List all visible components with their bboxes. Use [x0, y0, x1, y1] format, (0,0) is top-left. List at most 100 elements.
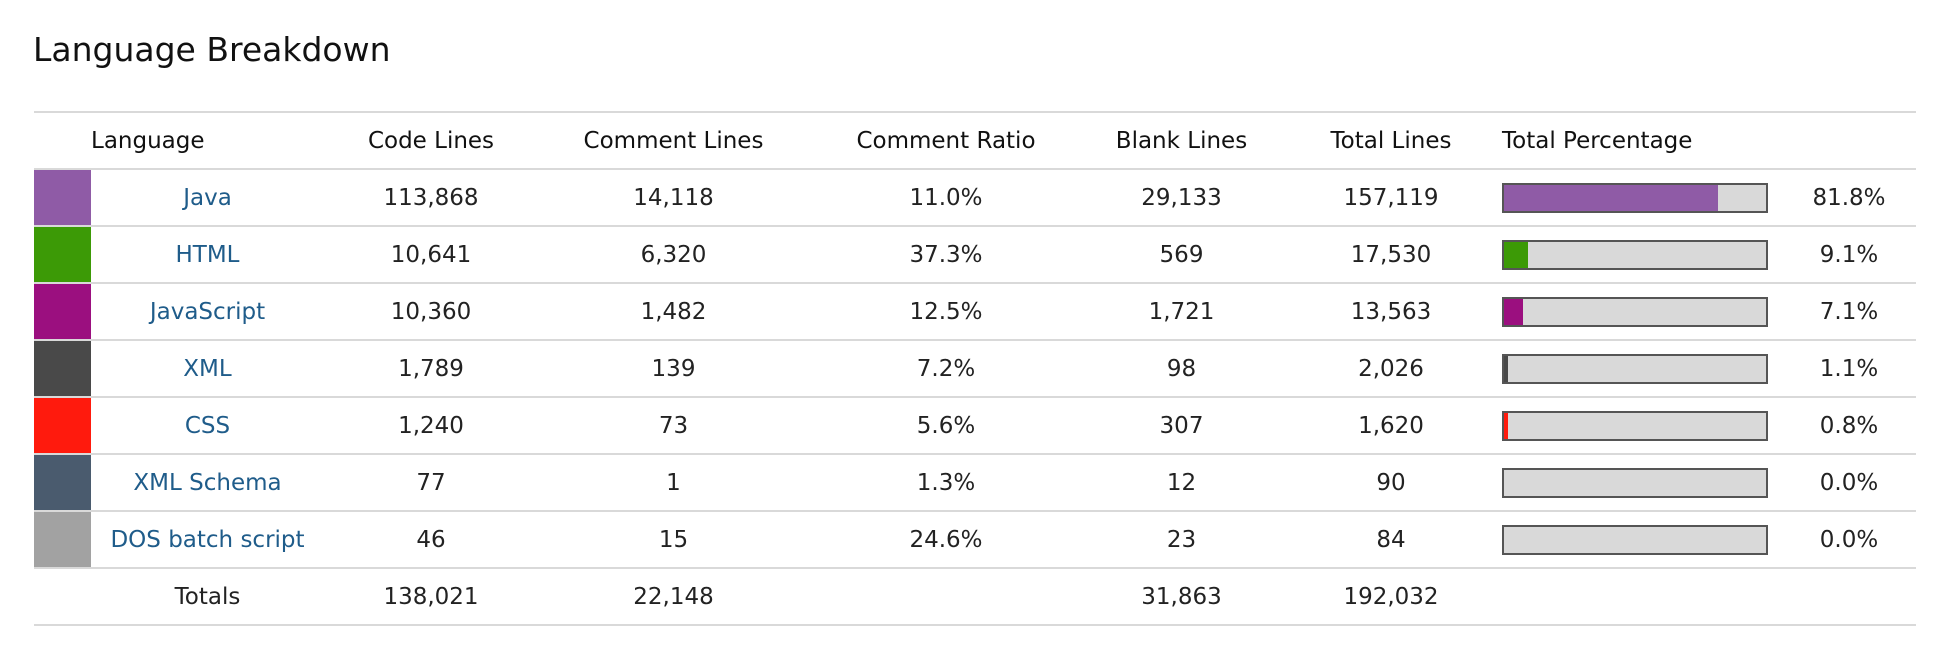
language-cell: XML [91, 340, 324, 398]
percentage-bar-cell [1502, 226, 1782, 284]
comment-lines-cell: 139 [538, 340, 809, 398]
header-code-lines: Code Lines [324, 111, 538, 170]
totals-bar-cell [1502, 568, 1782, 626]
code-lines-cell: 77 [324, 454, 538, 512]
total-lines-cell: 13,563 [1280, 283, 1502, 341]
total-lines-cell: 2,026 [1280, 340, 1502, 398]
header-blank-lines: Blank Lines [1083, 111, 1280, 170]
total-lines-cell: 84 [1280, 511, 1502, 569]
comment-ratio-cell: 11.0% [809, 169, 1083, 227]
blank-lines-cell: 98 [1083, 340, 1280, 398]
percentage-value: 0.8% [1782, 397, 1917, 455]
percentage-bar-cell [1502, 283, 1782, 341]
percentage-bar [1502, 239, 1768, 270]
language-link[interactable]: XML Schema [133, 469, 282, 496]
language-color-swatch [34, 511, 91, 569]
comment-lines-cell: 1 [538, 454, 809, 512]
percentage-value: 9.1% [1782, 226, 1917, 284]
color-swatch-block [34, 455, 91, 510]
language-link[interactable]: XML [183, 355, 232, 382]
language-color-swatch [34, 226, 91, 284]
header-total-percentage: Total Percentage [1502, 111, 1917, 170]
language-link[interactable]: Java [183, 184, 232, 211]
percentage-bar-fill [1504, 241, 1528, 268]
language-link[interactable]: JavaScript [149, 298, 266, 325]
percentage-bar-fill [1504, 298, 1523, 325]
percentage-bar-cell [1502, 340, 1782, 398]
comment-ratio-cell: 1.3% [809, 454, 1083, 512]
language-cell: JavaScript [91, 283, 324, 341]
percentage-value: 7.1% [1782, 283, 1917, 341]
table-row: DOS batch script 46 15 24.6% 23 84 0.0% [34, 511, 1917, 569]
percentage-bar [1502, 296, 1768, 327]
percentage-bar-cell [1502, 169, 1782, 227]
header-comment-ratio: Comment Ratio [809, 111, 1083, 170]
total-lines-cell: 157,119 [1280, 169, 1502, 227]
percentage-bar-fill [1504, 412, 1508, 439]
comment-lines-cell: 6,320 [538, 226, 809, 284]
color-swatch-block [34, 512, 91, 567]
totals-comment-lines: 22,148 [538, 568, 809, 626]
code-lines-cell: 46 [324, 511, 538, 569]
blank-lines-cell: 12 [1083, 454, 1280, 512]
header-language: Language [91, 111, 324, 170]
comment-ratio-cell: 37.3% [809, 226, 1083, 284]
table-header-row: Language Code Lines Comment Lines Commen… [34, 111, 1917, 170]
blank-lines-cell: 1,721 [1083, 283, 1280, 341]
language-link[interactable]: CSS [184, 412, 231, 439]
table-row: XML Schema 77 1 1.3% 12 90 0.0% [34, 454, 1917, 512]
totals-swatch-cell [34, 568, 91, 626]
header-total-lines: Total Lines [1280, 111, 1502, 170]
language-breakdown-table: Language Code Lines Comment Lines Commen… [34, 111, 1917, 626]
language-color-swatch [34, 169, 91, 227]
total-lines-cell: 17,530 [1280, 226, 1502, 284]
totals-pct-cell [1782, 568, 1917, 626]
totals-label: Totals [91, 568, 324, 626]
table-row: JavaScript 10,360 1,482 12.5% 1,721 13,563 7.1… [34, 283, 1917, 341]
language-color-swatch [34, 397, 91, 455]
code-lines-cell: 10,641 [324, 226, 538, 284]
percentage-bar [1502, 524, 1768, 555]
language-cell: Java [91, 169, 324, 227]
table-body: Java 113,868 14,118 11.0% 29,133 157,119 81.8%… [34, 169, 1917, 569]
table-row: Java 113,868 14,118 11.0% 29,133 157,119 81.8% [34, 169, 1917, 227]
percentage-bar [1502, 467, 1768, 498]
color-swatch-block [34, 227, 91, 282]
totals-blank-lines: 31,863 [1083, 568, 1280, 626]
comment-lines-cell: 14,118 [538, 169, 809, 227]
blank-lines-cell: 23 [1083, 511, 1280, 569]
percentage-value: 81.8% [1782, 169, 1917, 227]
comment-ratio-cell: 12.5% [809, 283, 1083, 341]
totals-code-lines: 138,021 [324, 568, 538, 626]
blank-lines-cell: 307 [1083, 397, 1280, 455]
percentage-bar-fill [1504, 184, 1719, 211]
percentage-value: 0.0% [1782, 454, 1917, 512]
code-lines-cell: 113,868 [324, 169, 538, 227]
code-lines-cell: 1,240 [324, 397, 538, 455]
table-row: XML 1,789 139 7.2% 98 2,026 1.1% [34, 340, 1917, 398]
language-cell: HTML [91, 226, 324, 284]
table-row: CSS 1,240 73 5.6% 307 1,620 0.8% [34, 397, 1917, 455]
language-link[interactable]: DOS batch script [110, 526, 305, 553]
comment-ratio-cell: 24.6% [809, 511, 1083, 569]
totals-row: Totals 138,021 22,148 31,863 192,032 [34, 568, 1917, 626]
percentage-bar-cell [1502, 454, 1782, 512]
comment-lines-cell: 15 [538, 511, 809, 569]
percentage-bar-cell [1502, 511, 1782, 569]
language-color-swatch [34, 454, 91, 512]
color-swatch-block [34, 341, 91, 396]
header-color-swatch [34, 111, 91, 170]
comment-lines-cell: 1,482 [538, 283, 809, 341]
language-link[interactable]: HTML [175, 241, 240, 268]
totals-comment-ratio [809, 568, 1083, 626]
percentage-value: 1.1% [1782, 340, 1917, 398]
percentage-bar [1502, 353, 1768, 384]
percentage-bar [1502, 182, 1768, 213]
language-cell: DOS batch script [91, 511, 324, 569]
comment-lines-cell: 73 [538, 397, 809, 455]
blank-lines-cell: 569 [1083, 226, 1280, 284]
code-lines-cell: 1,789 [324, 340, 538, 398]
total-lines-cell: 1,620 [1280, 397, 1502, 455]
code-lines-cell: 10,360 [324, 283, 538, 341]
